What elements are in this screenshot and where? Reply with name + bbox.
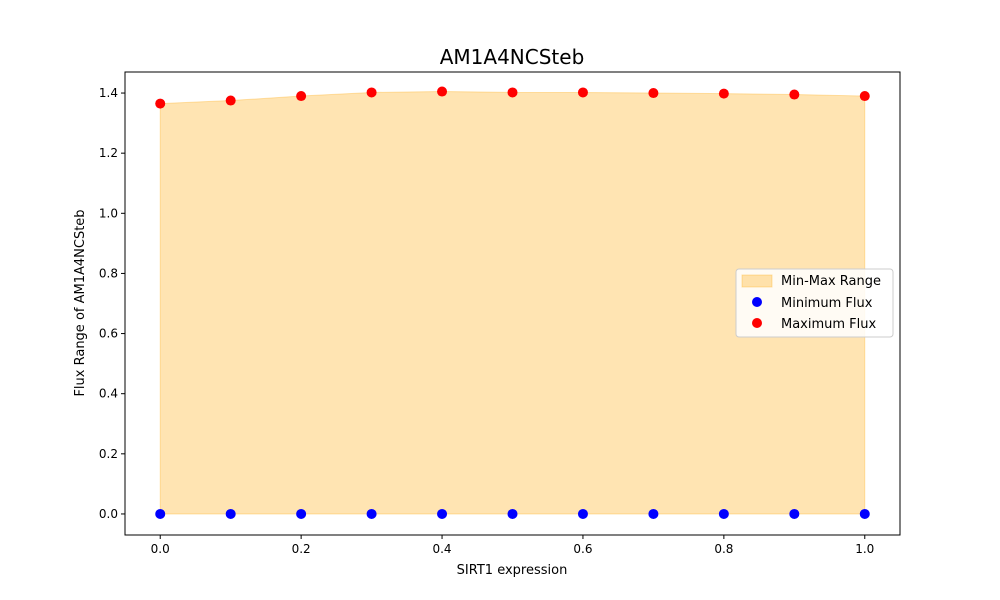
max-flux-point xyxy=(437,86,448,97)
x-axis-label: SIRT1 expression xyxy=(457,563,568,578)
max-flux-point xyxy=(366,87,377,98)
y-tick-label: 0.8 xyxy=(99,266,118,280)
y-axis-label: Flux Range of AM1A4NCSteb xyxy=(73,209,88,396)
x-tick-label: 0.2 xyxy=(292,542,311,556)
y-tick-label: 0.4 xyxy=(99,387,118,401)
min-flux-point xyxy=(366,508,377,519)
y-tick-label: 1.2 xyxy=(99,146,118,160)
min-flux-point xyxy=(648,508,659,519)
min-flux-point xyxy=(155,508,166,519)
min-flux-point xyxy=(296,508,307,519)
max-flux-point xyxy=(718,88,729,99)
max-flux-point xyxy=(225,95,236,106)
y-tick-label: 1.4 xyxy=(99,86,118,100)
max-flux-point xyxy=(155,98,166,109)
x-tick-label: 0.0 xyxy=(151,542,170,556)
y-tick-label: 0.2 xyxy=(99,447,118,461)
plot-area xyxy=(124,71,901,536)
legend-marker-max xyxy=(752,318,762,328)
data-points xyxy=(155,86,870,519)
x-tick-label: 0.6 xyxy=(573,542,592,556)
legend-marker-min xyxy=(752,297,762,307)
legend-label-max: Maximum Flux xyxy=(781,317,877,332)
legend-label-range: Min-Max Range xyxy=(781,274,881,289)
min-flux-point xyxy=(859,508,870,519)
x-tick-label: 0.4 xyxy=(432,542,451,556)
max-flux-point xyxy=(507,87,518,98)
legend-swatch-range xyxy=(741,274,773,288)
chart-title: AM1A4NCSteb xyxy=(440,45,585,69)
min-flux-point xyxy=(718,508,729,519)
y-axis: 0.0 0.2 0.4 0.6 0.8 1.0 1.2 1.4 xyxy=(99,86,125,521)
x-axis: 0.0 0.2 0.4 0.6 0.8 1.0 xyxy=(151,535,874,556)
min-flux-point xyxy=(437,508,448,519)
max-flux-point xyxy=(789,89,800,100)
min-flux-point xyxy=(507,508,518,519)
legend: Min-Max Range Minimum Flux Maximum Flux xyxy=(735,268,894,338)
legend-label-min: Minimum Flux xyxy=(781,296,873,311)
x-tick-label: 1.0 xyxy=(855,542,874,556)
max-flux-point xyxy=(859,91,870,102)
x-tick-label: 0.8 xyxy=(714,542,733,556)
y-tick-label: 0.6 xyxy=(99,327,118,341)
y-tick-label: 0.0 xyxy=(99,507,118,521)
legend-frame xyxy=(735,268,894,338)
max-flux-point xyxy=(296,91,307,102)
min-flux-point xyxy=(577,508,588,519)
min-flux-point xyxy=(789,508,800,519)
y-tick-label: 1.0 xyxy=(99,206,118,220)
max-flux-point xyxy=(648,88,659,99)
min-flux-point xyxy=(225,508,236,519)
max-flux-point xyxy=(577,87,588,98)
